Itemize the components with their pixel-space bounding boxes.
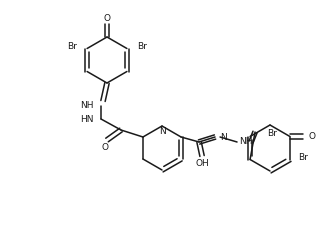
Text: Br: Br: [298, 153, 308, 162]
Text: Br: Br: [67, 42, 77, 51]
Text: NH: NH: [80, 102, 94, 110]
Text: N: N: [220, 132, 227, 141]
Text: O: O: [103, 13, 110, 22]
Text: NH: NH: [239, 137, 252, 147]
Text: Br: Br: [137, 42, 147, 51]
Text: Br: Br: [267, 129, 277, 137]
Text: O: O: [309, 132, 316, 141]
Text: HN: HN: [80, 114, 94, 124]
Text: OH: OH: [195, 158, 209, 168]
Text: N: N: [159, 126, 165, 136]
Text: O: O: [101, 142, 109, 152]
